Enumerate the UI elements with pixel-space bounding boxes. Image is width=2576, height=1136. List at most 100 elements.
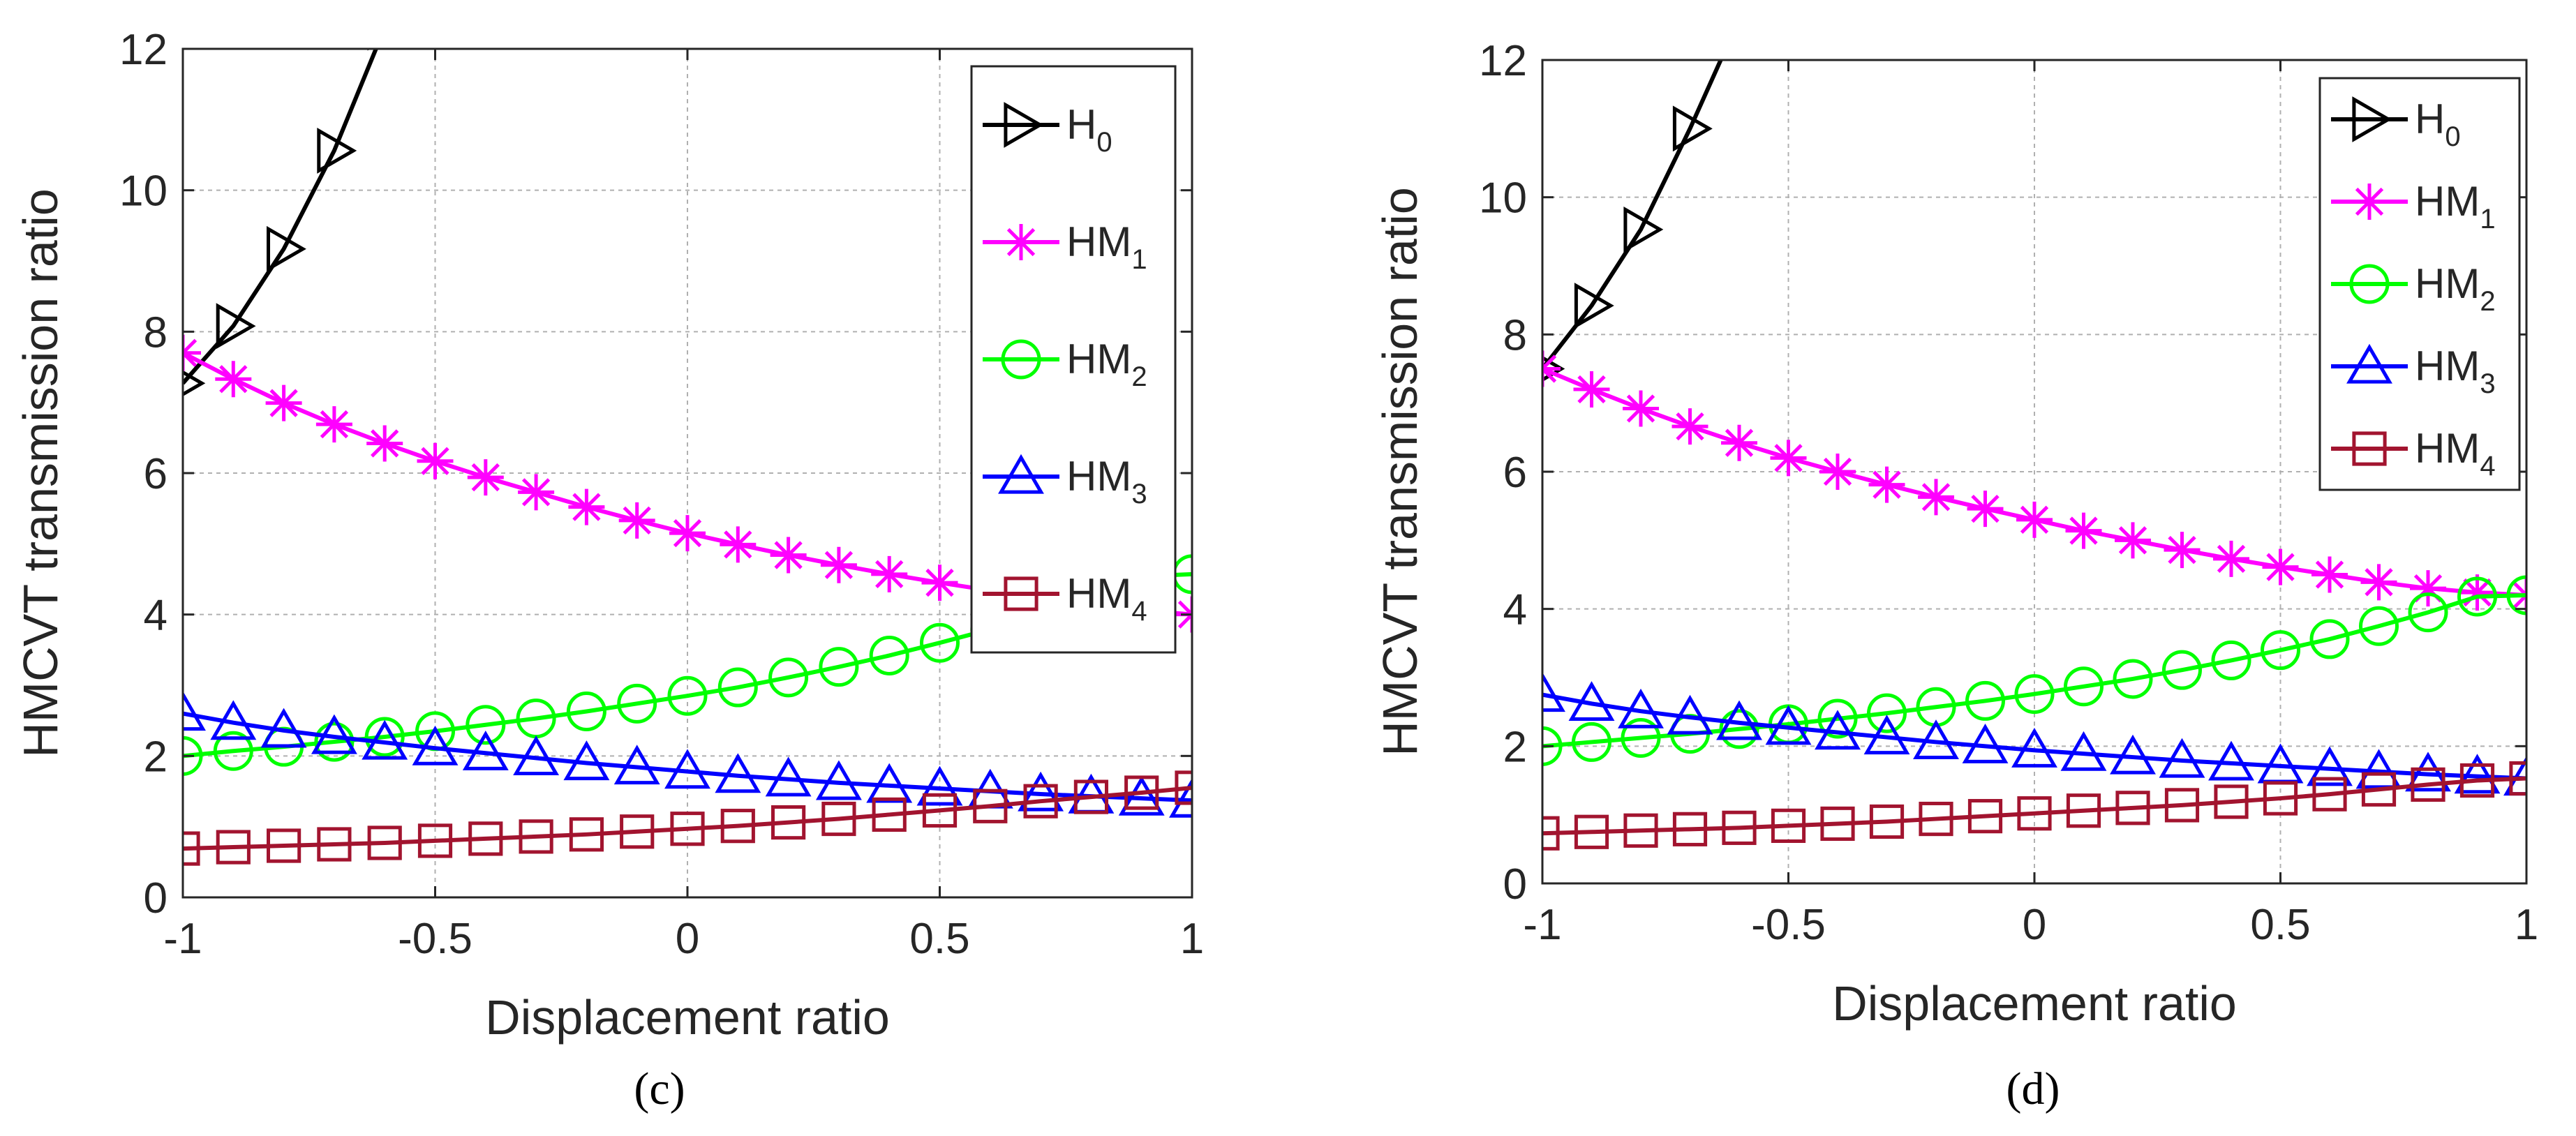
data-point xyxy=(1919,801,1953,837)
legend-item: HM1 xyxy=(983,218,1147,275)
legend-label-subscript: 1 xyxy=(1131,244,1147,275)
data-point xyxy=(669,515,706,552)
data-point xyxy=(2065,512,2102,549)
data-point xyxy=(1073,779,1109,814)
legend-marker xyxy=(2346,343,2392,384)
data-point xyxy=(1817,698,1858,739)
data-point xyxy=(366,425,403,462)
data-point xyxy=(215,361,252,398)
data-point xyxy=(2016,501,2053,538)
data-point xyxy=(311,714,357,754)
data-point xyxy=(1721,424,1757,461)
legend-label-base: HM xyxy=(1066,336,1131,382)
data-point xyxy=(2261,630,2300,671)
data-point xyxy=(664,749,710,789)
x-axis-label: Displacement ratio xyxy=(1832,976,2237,1031)
y-axis-label: HMCVT transmission ratio xyxy=(1373,187,1427,756)
data-point xyxy=(2262,548,2299,585)
legend-label: HM1 xyxy=(1066,218,1147,275)
data-point xyxy=(2110,734,2156,775)
data-point xyxy=(720,526,757,563)
legend-label-subscript: 0 xyxy=(2445,121,2460,152)
y-tick-label: 2 xyxy=(1503,723,1527,771)
data-point xyxy=(2115,791,2150,825)
y-tick-label: 0 xyxy=(1503,860,1527,909)
data-point xyxy=(1574,283,1614,329)
legend-marker xyxy=(2352,431,2387,466)
data-point xyxy=(183,691,206,731)
data-point xyxy=(670,812,705,846)
data-point xyxy=(1118,775,1165,816)
legend-label-base: HM xyxy=(1066,570,1131,617)
legend-label-base: HM xyxy=(2415,343,2480,389)
data-point xyxy=(566,691,606,731)
data-point xyxy=(768,657,809,698)
data-point xyxy=(820,546,857,583)
data-point xyxy=(1023,784,1058,819)
data-point xyxy=(2017,796,2052,831)
data-point xyxy=(2113,659,2153,699)
x-tick-label: 0.5 xyxy=(2250,901,2310,949)
y-tick-label: 4 xyxy=(144,592,167,640)
data-point xyxy=(1719,709,1759,749)
data-point xyxy=(1672,408,1708,445)
legend-label-base: H xyxy=(1066,101,1096,148)
data-point xyxy=(916,765,963,806)
x-tick-label: 0.5 xyxy=(909,915,969,963)
legend-marker xyxy=(1001,339,1041,380)
legend-marker xyxy=(998,454,1044,494)
data-point xyxy=(1770,440,1807,477)
data-point xyxy=(364,717,405,757)
data-point xyxy=(921,565,958,601)
data-point xyxy=(467,459,504,496)
data-point xyxy=(2213,540,2249,577)
data-point xyxy=(771,805,806,840)
legend-marker xyxy=(1004,102,1044,148)
legend-item: H0 xyxy=(983,101,1112,158)
data-point xyxy=(2066,793,2101,828)
data-point xyxy=(715,753,761,793)
data-point xyxy=(1820,806,1855,842)
data-point xyxy=(315,406,352,443)
legend-item: HM3 xyxy=(983,453,1147,509)
data-point xyxy=(317,827,352,862)
legend-label-subscript: 3 xyxy=(1131,479,1147,509)
data-point xyxy=(2115,522,2151,559)
data-point xyxy=(1542,816,1560,851)
legend-item: HM3 xyxy=(2331,343,2496,399)
data-point xyxy=(2307,746,2353,786)
data-point xyxy=(1819,454,1856,490)
legend-marker xyxy=(1003,224,1039,260)
legend-label-subscript: 1 xyxy=(2480,204,2495,234)
y-tick-label: 8 xyxy=(1503,311,1527,359)
data-point xyxy=(1623,390,1659,427)
data-point xyxy=(267,225,306,272)
legend-label: H0 xyxy=(2415,96,2461,152)
data-point xyxy=(265,384,302,421)
data-point xyxy=(569,817,604,852)
data-point xyxy=(2162,650,2202,690)
y-tick-label: 8 xyxy=(144,308,167,357)
data-point xyxy=(2355,749,2402,789)
data-point xyxy=(1018,771,1064,812)
data-point xyxy=(2405,752,2451,792)
data-point xyxy=(183,735,203,776)
data-point xyxy=(1542,355,1565,382)
data-point xyxy=(216,830,251,865)
data-point xyxy=(1967,799,2003,834)
data-point xyxy=(2503,756,2526,796)
legend-marker xyxy=(2349,264,2390,304)
legend-item: HM4 xyxy=(983,570,1147,627)
data-point xyxy=(1863,715,1910,755)
data-point xyxy=(2360,564,2397,601)
legend-label-subscript: 2 xyxy=(2480,286,2495,317)
data-point xyxy=(1765,705,1812,745)
data-point xyxy=(317,127,357,174)
data-point xyxy=(1716,700,1762,740)
data-point xyxy=(412,725,459,765)
data-point xyxy=(1568,681,1615,721)
